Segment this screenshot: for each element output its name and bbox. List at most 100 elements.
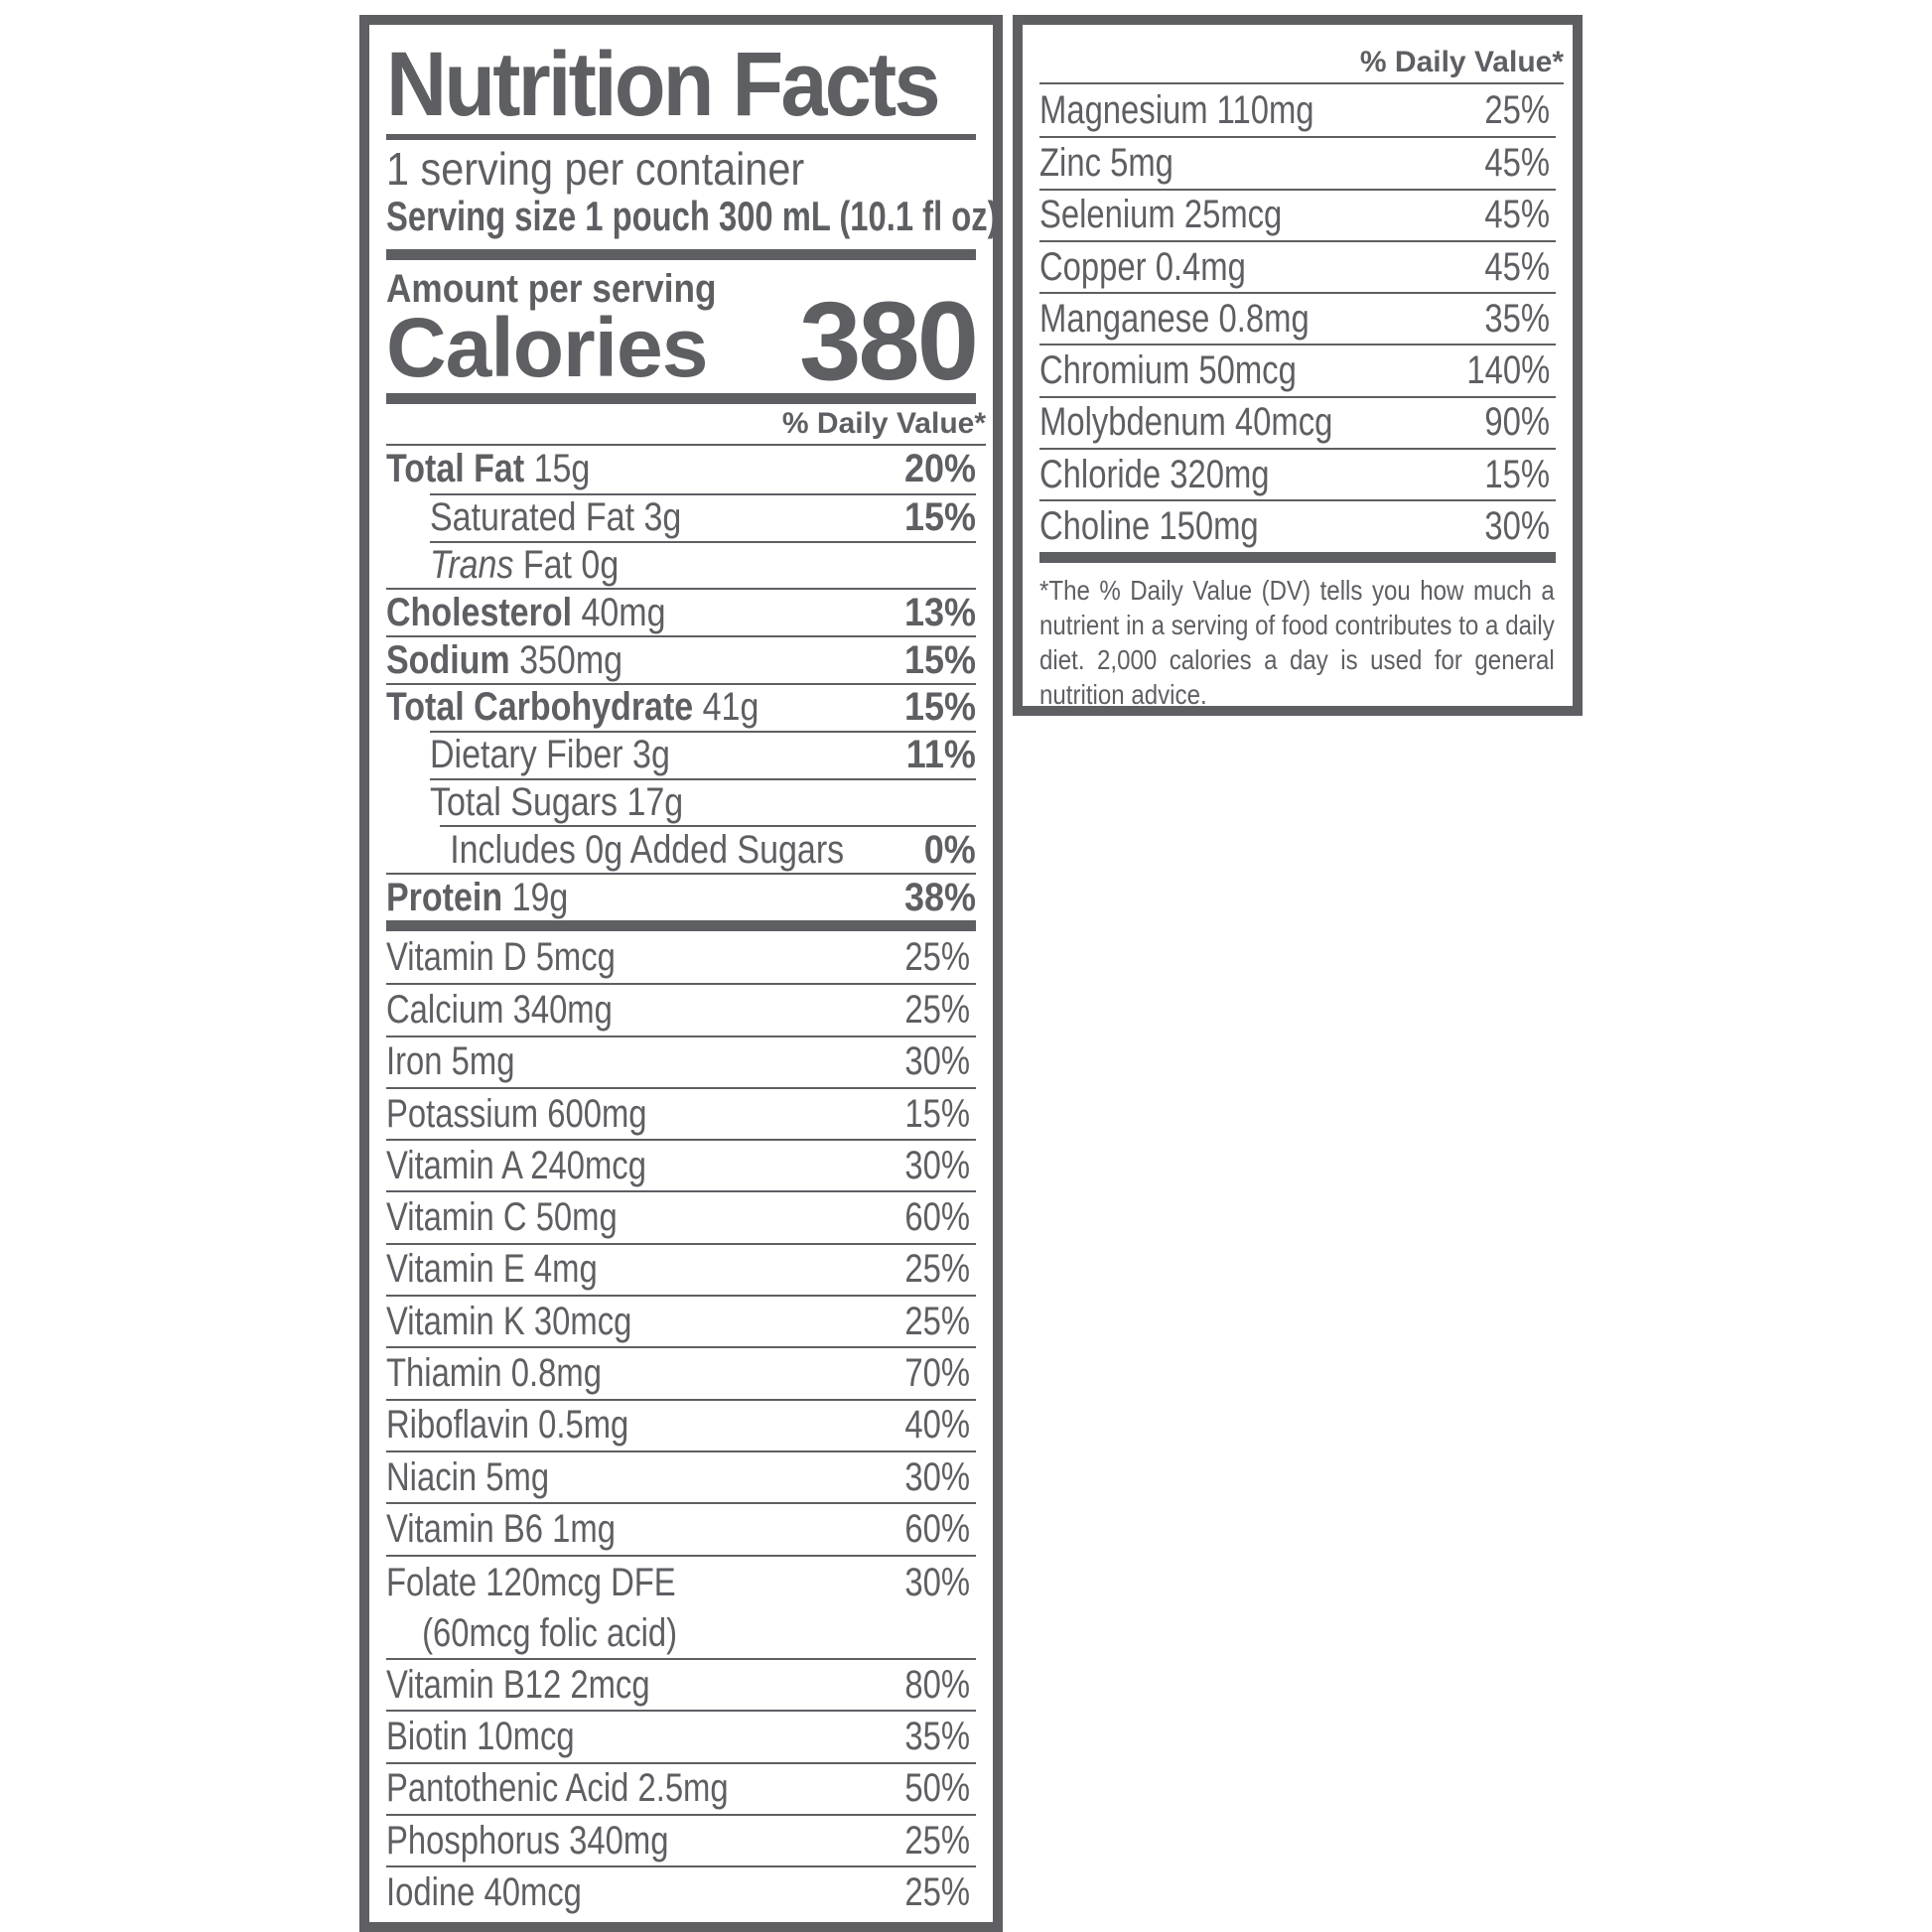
nutrient-label: Trans Fat 0g <box>430 543 619 588</box>
nutrient-amount: Saturated Fat 3g <box>430 495 682 540</box>
nutrient-amount: 350mg <box>509 637 623 682</box>
vitamin-name: Vitamin A 240mcg <box>386 1143 646 1187</box>
vitamin-name: Vitamin B12 2mcg <box>386 1662 650 1707</box>
nutrient-amount: 41g <box>693 685 759 730</box>
nutrient-amount: Includes 0g Added Sugars <box>450 827 845 872</box>
vitamin-row: Niacin 5mg 30% <box>386 1449 976 1502</box>
vitamin-subtext: (60mcg folic acid) <box>422 1610 678 1655</box>
vitamin-daily-value: 25% <box>904 987 970 1032</box>
calories-row: Calories 380 <box>386 286 979 397</box>
vitamin-daily-value: 40% <box>904 1403 970 1448</box>
nutrition-facts-title: Nutrition Facts <box>386 34 941 135</box>
nutrient-amount: Total Sugars 17g <box>430 779 684 824</box>
mineral-daily-value: 45% <box>1484 193 1550 237</box>
nutrient-name: Total Carbohydrate <box>386 685 694 730</box>
nutrient-daily-value: 38% <box>903 875 976 919</box>
divider-thick <box>386 393 976 404</box>
vitamin-row: Pantothenic Acid 2.5mg 50% <box>386 1761 976 1814</box>
nutrient-label: Total Carbohydrate 41g <box>386 685 759 730</box>
vitamin-row: Calcium 340mg 25% <box>386 983 976 1035</box>
nutrient-label: Total Sugars 17g <box>430 780 683 825</box>
mineral-row: Zinc 5mg 45% <box>1039 136 1556 188</box>
vitamin-daily-value: 80% <box>904 1662 970 1707</box>
vitamin-row: Vitamin B12 2mcg 80% <box>386 1658 976 1710</box>
nutrient-name: Total Fat <box>386 447 525 491</box>
nutrient-daily-value: 15% <box>903 495 976 540</box>
nutrient-row: Saturated Fat 3g 15% <box>430 492 976 541</box>
calories-value: 380 <box>799 279 979 403</box>
vitamin-row: Vitamin C 50mg 60% <box>386 1190 976 1242</box>
mineral-name: Chloride 320mg <box>1039 452 1270 496</box>
vitamin-name: Vitamin D 5mcg <box>386 934 616 979</box>
mineral-row: Molybdenum 40mcg 90% <box>1039 395 1556 448</box>
vitamin-label: Riboflavin 0.5mg <box>386 1403 628 1448</box>
mineral-name: Chromium 50mcg <box>1039 348 1297 393</box>
vitamin-daily-value: 60% <box>904 1506 970 1551</box>
vitamin-label: Vitamin K 30mcg <box>386 1300 631 1344</box>
nutrient-daily-value: 0% <box>923 827 976 872</box>
mineral-daily-value: 25% <box>1484 87 1550 132</box>
vitamin-name: Vitamin B6 1mg <box>386 1506 616 1551</box>
vitamin-daily-value: 25% <box>904 1869 970 1914</box>
vitamin-row: Vitamin E 4mg 25% <box>386 1242 976 1295</box>
nutrient-amount: 40mg <box>572 590 666 634</box>
vitamin-row: Vitamin D 5mcg 25% <box>386 931 976 983</box>
vitamin-daily-value: 15% <box>904 1091 970 1136</box>
nutrient-label: Includes 0g Added Sugars <box>440 828 844 873</box>
divider-thick <box>1039 551 1556 563</box>
nutrient-row: Includes 0g Added Sugars 0% <box>440 825 976 873</box>
mineral-list: Magnesium 110mg 25% Zinc 5mg 45% Selenium 25… <box>1039 84 1556 552</box>
vitamin-label: Vitamin B12 2mcg <box>386 1663 650 1708</box>
nutrient-row: Sodium 350mg 15% <box>386 635 976 683</box>
vitamin-name: Vitamin K 30mcg <box>386 1299 632 1343</box>
vitamin-daily-value: 70% <box>904 1350 970 1395</box>
vitamin-label: Iron 5mg <box>386 1039 514 1084</box>
vitamin-row: Vitamin A 240mcg 30% <box>386 1139 976 1190</box>
vitamin-row: Iodine 40mcg 25% <box>386 1865 976 1917</box>
vitamin-row: Phosphorus 340mg 25% <box>386 1814 976 1865</box>
vitamin-row: Thiamin 0.8mg 70% <box>386 1346 976 1398</box>
nutrient-name: Sodium <box>386 637 510 682</box>
nutrient-row: Cholesterol 40mg 13% <box>386 588 976 635</box>
nutrient-daily-value: 15% <box>903 685 976 730</box>
vitamin-name: Iodine 40mcg <box>386 1869 582 1914</box>
vitamin-name: Biotin 10mcg <box>386 1715 575 1759</box>
vitamin-name: Thiamin 0.8mg <box>386 1350 602 1395</box>
vitamin-list: Vitamin D 5mcg 25% Calcium 340mg 25% Iron 5m… <box>386 931 976 1918</box>
vitamin-label: Phosphorus 340mg <box>386 1819 668 1863</box>
nutrient-label: Cholesterol 40mg <box>386 591 666 635</box>
mineral-name: Choline 150mg <box>1039 504 1259 549</box>
nutrient-daily-value: 20% <box>903 447 976 491</box>
mineral-row: Manganese 0.8mg 35% <box>1039 292 1556 344</box>
nutrient-label: Total Fat 15g <box>386 447 590 491</box>
mineral-row: Selenium 25mcg 45% <box>1039 188 1556 240</box>
vitamin-name: Folate 120mcg DFE <box>386 1560 676 1604</box>
daily-value-header: % Daily Value* <box>386 404 986 446</box>
mineral-row: Chloride 320mg 15% <box>1039 448 1556 499</box>
mineral-row: Copper 0.4mg 45% <box>1039 239 1556 292</box>
calories-label: Calories <box>386 301 708 394</box>
nutrient-name: Cholesterol <box>386 590 573 634</box>
nutrient-label: Protein 19g <box>386 876 568 920</box>
vitamin-label: Vitamin C 50mg <box>386 1195 618 1240</box>
vitamin-label: Vitamin A 240mcg <box>386 1144 646 1188</box>
mineral-daily-value: 140% <box>1466 348 1550 393</box>
vitamin-label: Pantothenic Acid 2.5mg <box>386 1766 729 1811</box>
vitamin-daily-value: 50% <box>904 1766 970 1811</box>
mineral-name: Molybdenum 40mcg <box>1039 400 1333 445</box>
vitamin-label: Potassium 600mg <box>386 1092 647 1137</box>
nutrient-row: Dietary Fiber 3g 11% <box>430 730 976 778</box>
mineral-daily-value: 45% <box>1484 244 1550 289</box>
mineral-daily-value: 35% <box>1484 296 1550 341</box>
divider-thick <box>386 919 976 931</box>
vitamin-name: Calcium 340mg <box>386 987 613 1032</box>
vitamin-row: Iron 5mg 30% <box>386 1035 976 1087</box>
nutrient-amount: 19g <box>502 875 569 919</box>
nutrition-facts-panel: Nutrition Facts 1 serving per container … <box>359 15 1003 1932</box>
nutrient-label: Dietary Fiber 3g <box>430 733 670 777</box>
vitamin-label: Folate 120mcg DFE (60mcg folic acid) <box>386 1561 677 1656</box>
vitamin-daily-value: 60% <box>904 1195 970 1240</box>
mineral-name: Manganese 0.8mg <box>1039 296 1310 341</box>
servings-per-container: 1 serving per container <box>386 143 805 195</box>
mineral-daily-value: 45% <box>1484 140 1550 185</box>
